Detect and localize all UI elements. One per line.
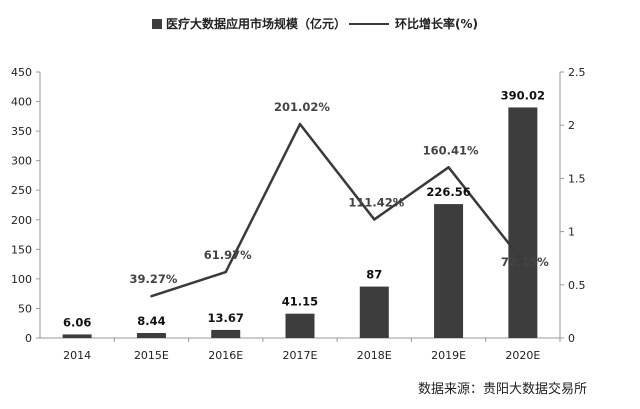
left-tick-label: 200 <box>11 214 32 227</box>
right-tick-label: 0.5 <box>568 279 586 292</box>
growth-rate-label: 72.15% <box>501 255 549 269</box>
x-tick-label: 2015E <box>134 349 169 362</box>
right-tick-label: 0 <box>568 332 575 345</box>
growth-rate-point <box>447 166 450 169</box>
right-tick-label: 2 <box>568 119 575 132</box>
left-tick-label: 400 <box>11 96 32 109</box>
left-tick-label: 100 <box>11 273 32 286</box>
growth-rate-point <box>373 218 376 221</box>
growth-rate-label: 160.41% <box>423 143 479 157</box>
left-tick-label: 150 <box>11 243 32 256</box>
left-tick-label: 250 <box>11 184 32 197</box>
data-labels: 6.06 8.44 13.67 41.15 87 226.56 390.02 39.27% 61… <box>63 88 549 329</box>
left-tick-label: 300 <box>11 155 32 168</box>
bar <box>62 334 92 338</box>
growth-rate-label: 111.42% <box>348 195 404 209</box>
axes: 0 50 100 150 200 250 300 350 400 450 0 0.5 1 1.5 2 2.5 2… <box>11 66 586 362</box>
bar-value-label: 41.15 <box>282 295 318 309</box>
bar-value-label: 390.02 <box>501 88 545 102</box>
bar <box>434 204 464 338</box>
bar <box>136 333 166 338</box>
x-tick-label: 2016E <box>208 349 243 362</box>
growth-rate-point <box>298 122 302 126</box>
left-tick-label: 450 <box>11 66 32 79</box>
bar-value-label: 13.67 <box>208 311 244 325</box>
growth-rate-label: 201.02% <box>274 100 330 114</box>
bar <box>508 107 538 339</box>
growth-rate-point <box>224 270 227 274</box>
left-tick-label: 50 <box>18 302 32 315</box>
source-note: 数据来源：贵阳大数据交易所 <box>418 381 587 397</box>
growth-rate-point <box>521 260 525 263</box>
bar-value-label: 87 <box>366 268 382 282</box>
x-tick-label: 2019E <box>431 349 466 362</box>
bar-value-label: 226.56 <box>426 185 470 199</box>
bar <box>285 313 315 338</box>
growth-line <box>150 122 525 298</box>
bar <box>359 286 389 338</box>
legend: 医疗大数据应用市场规模（亿元） 环比增长率(%) <box>152 16 478 31</box>
bar-value-label: 6.06 <box>63 315 91 329</box>
left-tick-label: 350 <box>11 125 32 138</box>
growth-rate-label: 61.97% <box>204 248 252 262</box>
growth-rate-label: 39.27% <box>129 272 177 286</box>
legend-bar-swatch <box>152 19 162 29</box>
right-tick-label: 1 <box>568 226 575 239</box>
right-tick-label: 1.5 <box>568 172 586 185</box>
x-tick-label: 2014 <box>63 349 91 362</box>
left-tick-label: 0 <box>25 332 32 345</box>
legend-line-label: 环比增长率(%) <box>395 16 478 31</box>
legend-bar-label: 医疗大数据应用市场规模（亿元） <box>166 16 346 31</box>
bar <box>211 329 241 338</box>
right-tick-label: 2.5 <box>568 66 586 79</box>
growth-rate-point <box>150 295 153 298</box>
x-tick-label: 2018E <box>357 349 392 362</box>
bar-value-label: 8.44 <box>137 314 165 328</box>
x-tick-label: 2020E <box>505 349 540 362</box>
growth-rate-line <box>151 122 524 298</box>
bars <box>62 107 538 339</box>
x-tick-label: 2017E <box>283 349 318 362</box>
